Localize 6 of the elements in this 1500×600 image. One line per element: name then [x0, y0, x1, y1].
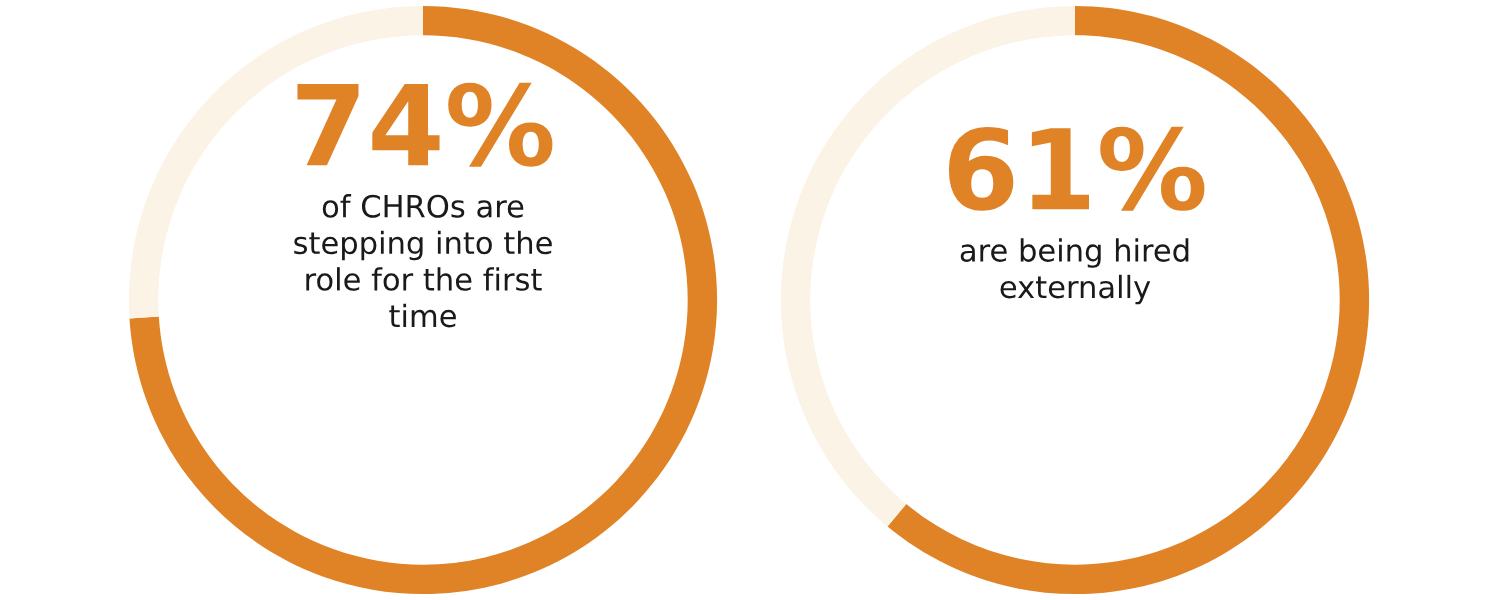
- donut-slice: [129, 5, 718, 595]
- data-label: 61%: [948, 126, 1205, 211]
- donut-slice: [887, 5, 1370, 595]
- text: of CHROs are stepping into the role for the first time: [294, 194, 552, 328]
- data-label: 74%: [297, 82, 553, 167]
- text: are being hired externally: [960, 238, 1189, 305]
